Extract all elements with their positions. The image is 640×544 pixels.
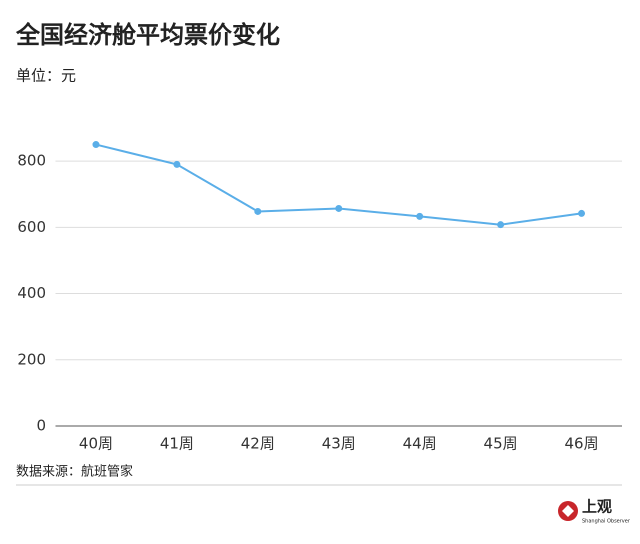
point (254, 207, 262, 215)
x-tick-label: 44周 (403, 435, 437, 453)
y-tick-label: 800 (17, 152, 46, 170)
y-tick-label: 0 (36, 417, 46, 435)
logo: 上观 Shanghai Observer (558, 498, 631, 525)
x-tick-label: 43周 (322, 435, 356, 453)
point (416, 212, 424, 220)
point (335, 204, 343, 212)
point (578, 209, 586, 217)
logo-icon-inner (562, 505, 574, 517)
x-tick-label: 40周 (79, 435, 113, 453)
x-tick-label: 41周 (160, 435, 194, 453)
source: 数据来源：航班管家 (16, 464, 133, 480)
point (173, 160, 181, 168)
y-tick-label: 600 (17, 218, 46, 236)
line (95, 143, 582, 226)
point (92, 141, 100, 149)
chart-title: 全国经济舱平均票价变化 (15, 21, 280, 49)
x-tick-label: 46周 (564, 435, 598, 453)
y-tick-label: 200 (17, 350, 46, 368)
y-tick-label: 400 (17, 284, 46, 302)
unit-label: 单位：元 (16, 67, 76, 85)
logo-name: 上观 (582, 498, 612, 516)
logo-sub: Shanghai Observer (582, 519, 631, 525)
point (497, 221, 505, 229)
x-tick-label: 45周 (484, 435, 518, 453)
x-tick-label: 42周 (241, 435, 275, 453)
